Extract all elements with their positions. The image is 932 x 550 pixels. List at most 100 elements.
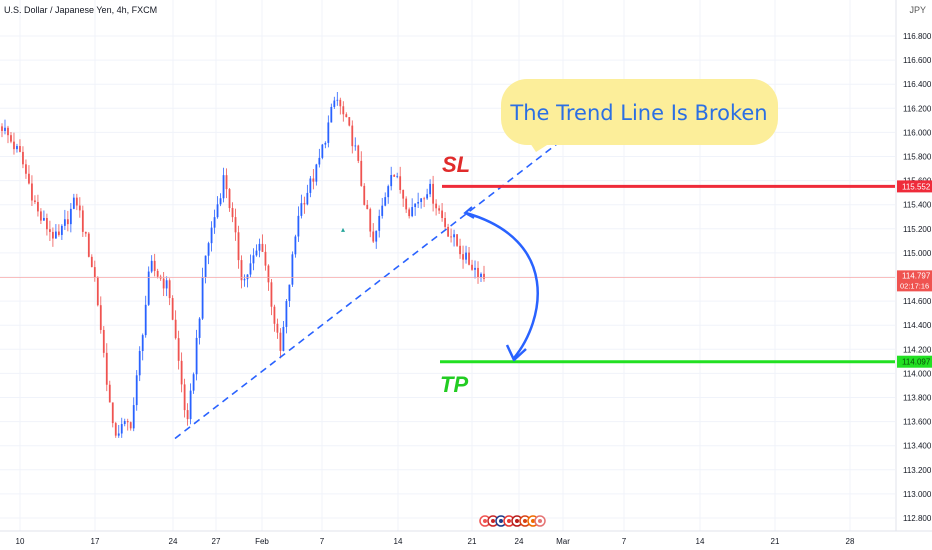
candle-body: [267, 265, 270, 283]
candle-body: [78, 205, 81, 211]
candle-body: [387, 186, 390, 198]
candle-body: [279, 332, 282, 351]
sl-price-text: 115.552: [902, 182, 931, 191]
candle-body: [396, 176, 399, 178]
candle-body: [16, 146, 18, 150]
callout-box: [501, 79, 778, 145]
candle-body: [219, 198, 222, 205]
candle-body: [174, 319, 177, 339]
candle-body: [390, 174, 393, 187]
candle-body: [414, 203, 417, 208]
last-price-text: 114.797: [902, 271, 931, 280]
trend-line[interactable]: [174, 129, 576, 440]
currency-label: JPY: [909, 5, 926, 15]
candle-body: [216, 204, 219, 218]
economic-event-icon[interactable]: [511, 515, 523, 527]
candle-body: [282, 326, 285, 351]
candle-body: [354, 145, 357, 147]
candle-body: [432, 183, 435, 204]
candle-body: [393, 174, 396, 177]
time-tick-label: 17: [91, 537, 100, 546]
price-tick-label: 116.200: [903, 104, 932, 113]
price-tick-label: 116.800: [903, 32, 932, 41]
candle-body: [297, 215, 300, 237]
candle-body: [369, 209, 372, 232]
candle-body: [138, 351, 141, 376]
candle-body: [375, 230, 378, 242]
candle-body: [28, 173, 30, 184]
economic-event-icon[interactable]: [534, 515, 546, 527]
candle-body: [291, 254, 294, 285]
time-tick-label: Mar: [556, 537, 570, 546]
candle-body: [345, 114, 348, 118]
time-tick-label: 27: [212, 537, 221, 546]
candle-body: [372, 231, 375, 242]
candle-body: [210, 227, 213, 244]
last-price-tag: [897, 270, 932, 292]
candle-body: [381, 205, 384, 216]
price-tick-label: 115.800: [903, 153, 932, 162]
candle-body: [135, 375, 138, 406]
candle-body: [40, 211, 42, 221]
callout-bubble[interactable]: The Trend Line Is Broken: [501, 79, 778, 152]
price-tick-label: 115.400: [903, 201, 932, 210]
candle-body: [477, 267, 479, 278]
candle-body: [144, 304, 147, 336]
tp-price-text: 114.097: [902, 358, 931, 367]
candle-body: [429, 183, 432, 195]
price-tick-label: 116.400: [903, 80, 932, 89]
symbol-title: U.S. Dollar / Japanese Yen, 4h, FXCM: [4, 5, 158, 15]
price-axis: 116.800 116.600 116.400 116.200 116.000 115.8…: [895, 0, 932, 531]
candle-body: [63, 219, 66, 226]
candle-body: [10, 135, 12, 142]
candle-body: [72, 197, 75, 209]
candle-body: [81, 210, 84, 232]
candle-body: [399, 176, 402, 190]
candle-body: [117, 433, 120, 436]
candle-body: [483, 273, 485, 279]
candle-body: [177, 338, 180, 361]
candle-body: [147, 271, 150, 305]
candle-body: [312, 178, 315, 182]
price-tick-label: 113.200: [903, 466, 932, 475]
candle-body: [402, 189, 405, 199]
candle-body: [207, 243, 210, 256]
candle-body: [285, 300, 288, 327]
candle-body: [309, 178, 312, 193]
candle-body: [162, 278, 165, 289]
time-tick-label: 21: [468, 537, 477, 546]
candle-body: [46, 217, 48, 230]
time-tick-label: 24: [515, 537, 524, 546]
time-tick-label: Feb: [255, 537, 269, 546]
candle-body: [108, 384, 111, 403]
candle-body: [87, 233, 90, 257]
price-tick-label: 113.400: [903, 442, 932, 451]
candle-body: [141, 335, 144, 352]
candle-body: [201, 277, 204, 319]
overlays: SL TP The Trend Line Is Broken: [0, 79, 895, 440]
candle-body: [411, 207, 414, 217]
candle-body: [54, 231, 57, 239]
time-tick-label: 7: [320, 537, 325, 546]
candles: ▴: [1, 91, 485, 438]
candle-body: [156, 270, 159, 277]
candle-body: [31, 183, 33, 201]
price-tick-label: 114.600: [903, 297, 932, 306]
candle-body: [7, 127, 9, 136]
tp-label: TP: [440, 372, 468, 397]
candle-body: [456, 234, 458, 246]
candle-body: [252, 255, 255, 264]
candle-body: [189, 390, 192, 420]
time-tick-label: 7: [622, 537, 627, 546]
candle-body: [195, 337, 198, 375]
countdown-text: 02:17:16: [900, 281, 929, 290]
price-tick-label: 114.400: [903, 321, 932, 330]
candle-body: [423, 198, 426, 200]
candle-body: [318, 157, 321, 165]
price-tick-label: 115.000: [903, 249, 932, 258]
candle-body: [243, 279, 246, 281]
candle-body: [273, 306, 276, 324]
arrow-head: [505, 344, 527, 362]
